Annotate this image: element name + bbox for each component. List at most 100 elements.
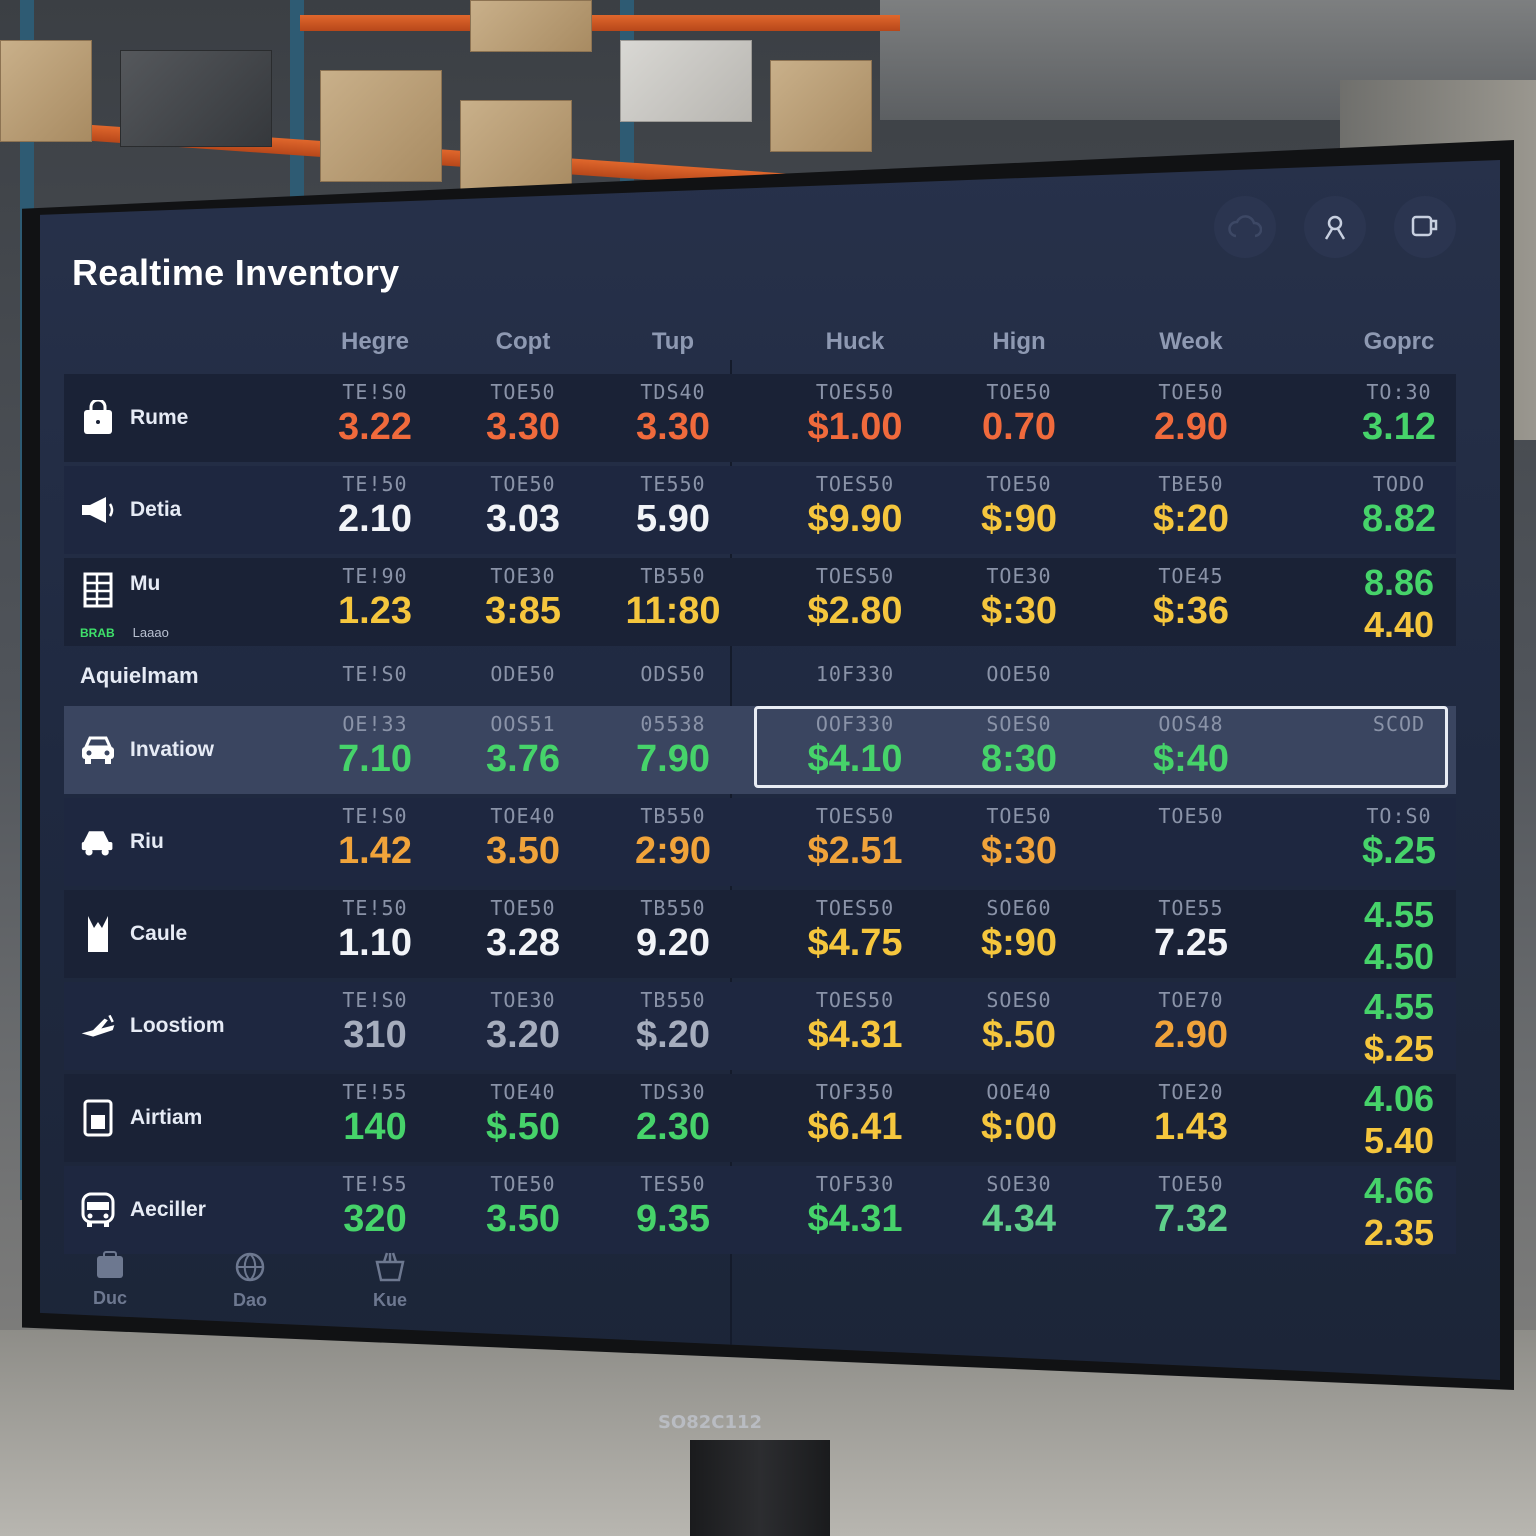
- table-cell[interactable]: TOE30 3:85: [448, 564, 598, 634]
- table-cell[interactable]: TB550 2:90: [598, 804, 748, 874]
- table-row[interactable]: Invatiow OE!33 7.10 OOS51 3.76 05538 7.90 OOF33…: [64, 706, 1456, 794]
- table-cell[interactable]: ODS50: [598, 662, 748, 686]
- cloud-icon[interactable]: [1214, 196, 1276, 258]
- table-cell[interactable]: TOES50 $1.00: [780, 380, 930, 450]
- table-cell[interactable]: TE!55 140: [300, 1080, 450, 1150]
- table-cell[interactable]: OOE50: [944, 662, 1094, 686]
- table-cell[interactable]: SOE60 $:90: [944, 896, 1094, 966]
- table-cell[interactable]: TOE50: [1116, 804, 1266, 828]
- table-cell[interactable]: TE!S0 3.22: [300, 380, 450, 450]
- table-cell[interactable]: TOE50 3.03: [448, 472, 598, 542]
- row-label-text: Caule: [130, 922, 188, 945]
- table-cell[interactable]: TOES50 $4.75: [780, 896, 930, 966]
- table-cell[interactable]: TB550 $.20: [598, 988, 748, 1058]
- table-row[interactable]: Mu BRAB Laaao TE!90 1.23 TOE30 3:85 TB550 11:80 T…: [64, 558, 1456, 646]
- table-cell[interactable]: TOE50 3.50: [448, 1172, 598, 1242]
- cell-value-secondary: $.25: [1363, 1028, 1435, 1069]
- table-cell[interactable]: OOF330 $4.10: [780, 712, 930, 782]
- column-header[interactable]: Hign: [992, 328, 1046, 355]
- table-cell[interactable]: TE!S0 310: [300, 988, 450, 1058]
- table-row[interactable]: Loostiom TE!S0 310 TOE30 3.20 TB550 $.20 TOES50…: [64, 982, 1456, 1070]
- table-cell[interactable]: TBE50 $:20: [1116, 472, 1266, 542]
- nav-item-duc[interactable]: Duc: [80, 1250, 140, 1311]
- table-cell[interactable]: OOS48 $:40: [1116, 712, 1266, 782]
- table-row[interactable]: Caule TE!50 1.10 TOE50 3.28 TB550 9.20 TOES50 $4…: [64, 890, 1456, 978]
- table-cell[interactable]: TOE50 7.32: [1116, 1172, 1266, 1242]
- table-cell[interactable]: TB550 11:80: [598, 564, 748, 634]
- table-cell[interactable]: 4.55 4.50: [1324, 894, 1474, 978]
- nav-item-dao[interactable]: Dao: [220, 1250, 280, 1311]
- table-row[interactable]: Aeciller TE!S5 320 TOE50 3.50 TES50 9.35 TOF530…: [64, 1166, 1456, 1254]
- table-cell[interactable]: TOES50 $2.80: [780, 564, 930, 634]
- shelf-box: [470, 0, 592, 52]
- table-row[interactable]: Rume TE!S0 3.22 TOE50 3.30 TDS40 3.30 TOES50 $1.…: [64, 374, 1456, 462]
- table-row[interactable]: Riu TE!S0 1.42 TOE40 3.50 TB550 2:90 TOES50 $2.5…: [64, 798, 1456, 886]
- table-cell[interactable]: TOE40 $.50: [448, 1080, 598, 1150]
- table-cell[interactable]: TE!50 1.10: [300, 896, 450, 966]
- table-cell[interactable]: TE!90 1.23: [300, 564, 450, 634]
- table-cell[interactable]: TO:30 3.12: [1324, 380, 1474, 450]
- table-cell[interactable]: 4.66 2.35: [1324, 1170, 1474, 1254]
- row-label: Aquielmam: [80, 650, 199, 702]
- table-cell[interactable]: OE!33 7.10: [300, 712, 450, 782]
- table-cell[interactable]: TOES50 $9.90: [780, 472, 930, 542]
- table-cell[interactable]: SOES0 8:30: [944, 712, 1094, 782]
- table-cell[interactable]: TOE50 3.30: [448, 380, 598, 450]
- table-cell[interactable]: TOE50 3.28: [448, 896, 598, 966]
- table-cell[interactable]: OOS51 3.76: [448, 712, 598, 782]
- cell-value: $2.51: [807, 830, 903, 872]
- table-cell[interactable]: TOE70 2.90: [1116, 988, 1266, 1058]
- column-header[interactable]: Weok: [1159, 328, 1223, 355]
- table-cell[interactable]: TOE40 3.50: [448, 804, 598, 874]
- table-cell[interactable]: TE!S0: [300, 662, 450, 686]
- table-cell[interactable]: SCOD: [1324, 712, 1474, 736]
- table-cell[interactable]: TES50 9.35: [598, 1172, 748, 1242]
- table-cell[interactable]: TDS30 2.30: [598, 1080, 748, 1150]
- table-row[interactable]: Airtiam TE!55 140 TOE40 $.50 TDS30 2.30 TOF350 $…: [64, 1074, 1456, 1162]
- table-cell[interactable]: TOE45 $:36: [1116, 564, 1266, 634]
- table-cell[interactable]: TOE50 0.70: [944, 380, 1094, 450]
- column-header[interactable]: Tup: [651, 328, 695, 355]
- table-cell[interactable]: TOES50 $2.51: [780, 804, 930, 874]
- table-cell[interactable]: 4.06 5.40: [1324, 1078, 1474, 1162]
- table-cell[interactable]: TOF530 $4.31: [780, 1172, 930, 1242]
- table-cell[interactable]: TB550 9.20: [598, 896, 748, 966]
- cell-value: 7.90: [636, 738, 710, 780]
- section-header-row[interactable]: Aquielmam TE!S0 ODE50 ODS50 10F330 OOE50: [64, 650, 1456, 702]
- cell-code: TOE50: [490, 380, 556, 404]
- table-cell[interactable]: SOES0 $.50: [944, 988, 1094, 1058]
- table-cell[interactable]: TOE50 $:90: [944, 472, 1094, 542]
- table-cell[interactable]: OOE40 $:00: [944, 1080, 1094, 1150]
- table-cell[interactable]: TE!S5 320: [300, 1172, 450, 1242]
- table-cell[interactable]: TE550 5.90: [598, 472, 748, 542]
- user-icon[interactable]: [1304, 196, 1366, 258]
- table-cell[interactable]: TOF350 $6.41: [780, 1080, 930, 1150]
- column-header[interactable]: Copt: [495, 328, 551, 355]
- table-cell[interactable]: TOE55 7.25: [1116, 896, 1266, 966]
- table-cell[interactable]: TO:S0 $.25: [1324, 804, 1474, 874]
- column-header[interactable]: Hegre: [340, 328, 410, 355]
- table-row[interactable]: Detia TE!50 2.10 TOE50 3.03 TE550 5.90 TOES50 $9…: [64, 466, 1456, 554]
- column-header[interactable]: Goprc: [1363, 328, 1435, 355]
- table-cell[interactable]: 8.86 4.40: [1324, 562, 1474, 646]
- table-cell[interactable]: TE!S0 1.42: [300, 804, 450, 874]
- bus-icon: [80, 1192, 116, 1228]
- table-cell[interactable]: TOES50 $4.31: [780, 988, 930, 1058]
- table-cell[interactable]: TOE20 1.43: [1116, 1080, 1266, 1150]
- table-cell[interactable]: ODE50: [448, 662, 598, 686]
- nav-item-kue[interactable]: Kue: [360, 1250, 420, 1311]
- table-cell[interactable]: TODO 8.82: [1324, 472, 1474, 542]
- table-cell[interactable]: SOE30 4.34: [944, 1172, 1094, 1242]
- column-header[interactable]: Huck: [825, 328, 885, 355]
- table-cell[interactable]: TOE50 2.90: [1116, 380, 1266, 450]
- table-cell[interactable]: TOE30 3.20: [448, 988, 598, 1058]
- table-cell[interactable]: 10F330: [780, 662, 930, 686]
- table-cell[interactable]: TOE30 $:30: [944, 564, 1094, 634]
- table-cell[interactable]: TE!50 2.10: [300, 472, 450, 542]
- table-cell[interactable]: TDS40 3.30: [598, 380, 748, 450]
- table-cell[interactable]: TOE50 $:30: [944, 804, 1094, 874]
- table-cell[interactable]: 4.55 $.25: [1324, 986, 1474, 1070]
- table-cell[interactable]: 05538 7.90: [598, 712, 748, 782]
- cell-code: OE!33: [342, 712, 408, 736]
- coffee-icon[interactable]: [1394, 196, 1456, 258]
